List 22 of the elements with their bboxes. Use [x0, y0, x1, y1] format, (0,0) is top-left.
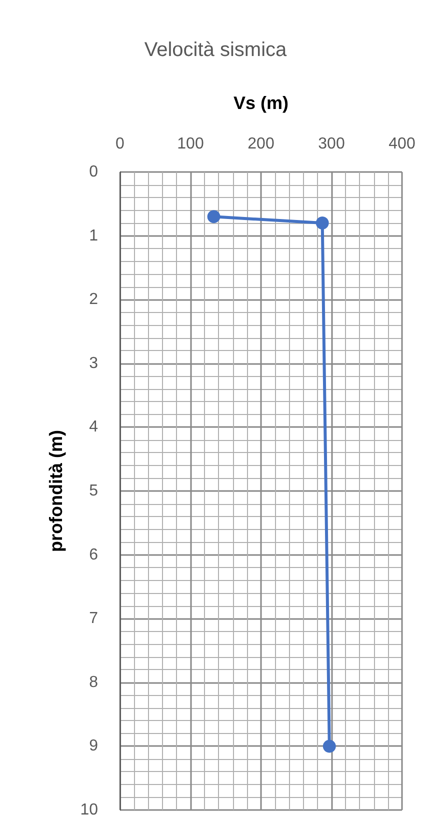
x-tick-label: 400: [388, 136, 416, 152]
y-tick-label: 7: [89, 610, 98, 628]
y-tick-label: 1: [89, 227, 98, 244]
y-tick-label: 6: [89, 546, 98, 564]
y-tick-label: 0: [89, 164, 98, 180]
point: [322, 740, 336, 753]
x-tick-label: 300: [318, 136, 345, 152]
x-tick-label: 0: [116, 136, 125, 152]
point: [316, 216, 329, 230]
y-tick-label: 8: [89, 674, 98, 691]
y-tick-label: 10: [80, 802, 98, 818]
y-tick-label: 9: [89, 738, 98, 755]
x-tick-label: 100: [177, 136, 204, 152]
x-tick-label: 200: [248, 136, 274, 152]
x-axis-title: Vs (m): [233, 93, 289, 113]
y-tick-label: 3: [89, 354, 98, 372]
point: [207, 210, 220, 224]
chart-title: Velocità sismica: [144, 39, 288, 61]
y-tick-label: 2: [89, 291, 98, 308]
y-axis-title: profondità (m): [46, 430, 66, 552]
y-tick-label: 4: [89, 418, 98, 436]
y-tick-label: 5: [89, 482, 98, 500]
